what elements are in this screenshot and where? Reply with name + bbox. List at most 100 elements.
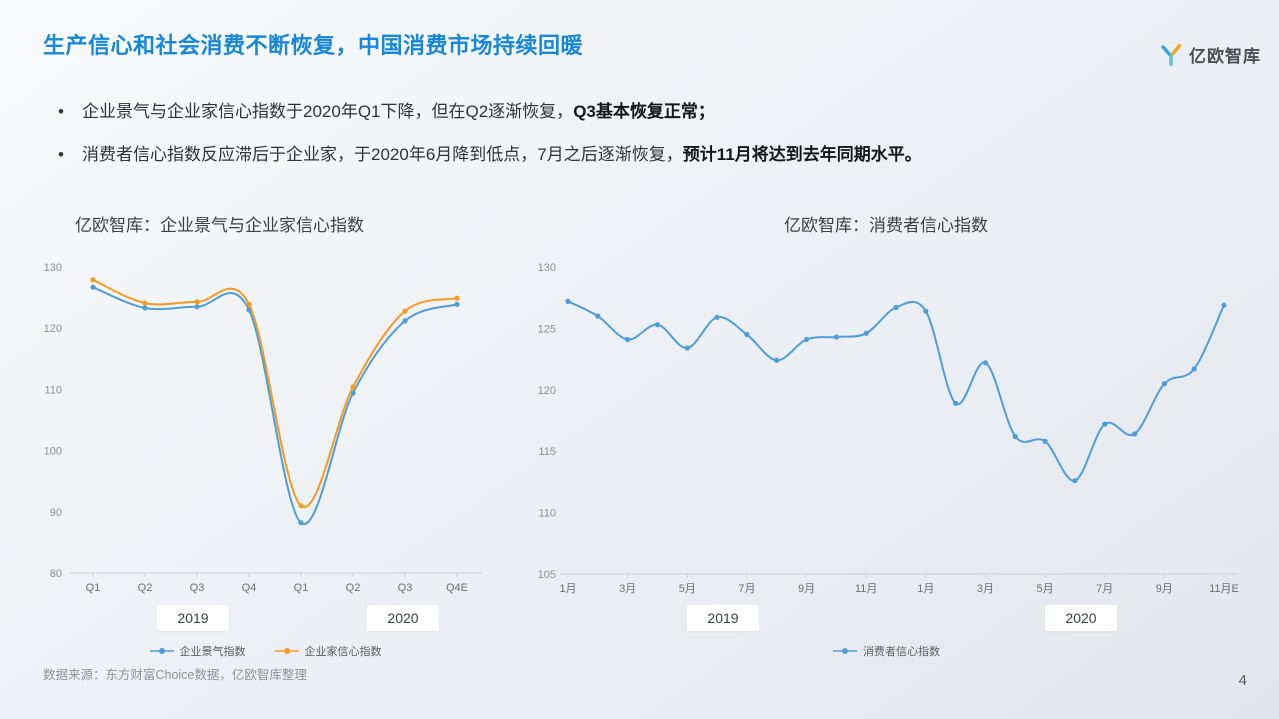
legend-label: 企业景气指数 — [179, 646, 246, 658]
x-tick-label: 9月 — [1156, 583, 1173, 595]
data-point-marker — [1221, 302, 1227, 308]
legend-consumer: 消费者信心指数 — [530, 643, 1242, 659]
x-tick-label: 5月 — [679, 583, 696, 595]
data-point-marker — [142, 305, 148, 311]
data-point-marker — [744, 331, 750, 338]
x-tick-label: 7月 — [1096, 583, 1113, 595]
brand-logo-icon — [1161, 43, 1182, 66]
bullet-item: • 企业景气与企业家信心指数于2020年Q1下降，但在Q2逐渐恢复，Q3基本恢复正… — [58, 100, 1238, 125]
data-point-marker — [1102, 421, 1108, 427]
x-tick-label: Q3 — [398, 582, 413, 594]
legend-marker-icon — [274, 648, 299, 654]
data-point-marker — [803, 336, 810, 343]
data-point-marker — [863, 330, 869, 336]
x-tick-label: Q3 — [190, 582, 205, 594]
data-point-marker — [246, 301, 252, 307]
brand-logo: 亿欧智库 — [1159, 42, 1261, 67]
y-tick-label: 130 — [538, 262, 556, 274]
data-point-marker — [90, 284, 96, 290]
bullet-item: • 消费者信心指数反应滞后于企业家，于2020年6月降到低点，7月之后逐渐恢复，预… — [58, 143, 1238, 168]
data-point-marker — [1012, 433, 1018, 440]
x-tick-label: 11月 — [855, 583, 877, 595]
y-tick-label: 105 — [538, 569, 556, 581]
data-point-marker — [454, 295, 460, 301]
x-tick-label: 1月 — [917, 583, 934, 595]
bullet-text: 企业景气与企业家信心指数于2020年Q1下降，但在Q2逐渐恢复，Q3基本恢复正常… — [82, 102, 715, 121]
x-tick-label: 11月E — [1209, 583, 1239, 595]
legend-marker-icon — [833, 648, 857, 654]
page-number: 4 — [1238, 672, 1247, 689]
legend-label: 企业家信心指数 — [304, 646, 382, 658]
data-point-marker — [1042, 438, 1048, 444]
x-tick-label: 3月 — [977, 583, 994, 595]
x-tick-label: Q1 — [294, 582, 309, 594]
data-point-marker — [684, 345, 690, 351]
data-source-note: 数据来源：东方财富Choice数据，亿欧智库整理 — [43, 668, 307, 682]
x-tick-label: 3月 — [619, 583, 636, 595]
legend-item: 消费者信心指数 — [832, 643, 940, 659]
data-point-marker — [350, 384, 356, 390]
data-point-marker — [714, 314, 720, 320]
x-tick-label: 7月 — [738, 583, 755, 595]
legend-marker-icon — [149, 648, 174, 654]
data-point-marker — [565, 298, 571, 304]
data-point-marker — [1131, 431, 1138, 437]
data-point-marker — [194, 304, 200, 310]
data-point-marker — [298, 503, 304, 509]
y-tick-label: 120 — [538, 385, 556, 397]
data-point-marker — [298, 520, 304, 526]
data-point-marker — [625, 336, 631, 343]
x-tick-label: Q4E — [446, 582, 468, 594]
chart-title-business: 亿欧智库：企业景气与企业家信心指数 — [75, 216, 364, 235]
x-tick-label: Q2 — [138, 582, 153, 594]
data-point-marker — [893, 304, 899, 311]
y-tick-label: 115 — [538, 446, 556, 458]
x-tick-label: Q4 — [242, 582, 257, 594]
series-line — [92, 286, 458, 525]
series-line — [567, 300, 1225, 482]
y-tick-label: 80 — [50, 568, 62, 580]
chart-title-consumer: 亿欧智库：消费者信心指数 — [784, 216, 988, 235]
consumer-confidence-panel: 亿欧智库：消费者信心指数 105 110 115 120 125 130 1月 3月 5月 7月 9… — [530, 205, 1242, 675]
data-point-marker — [1161, 381, 1167, 387]
data-point-marker — [595, 313, 601, 319]
consumer-confidence-chart: 105 110 115 120 125 130 1月 3月 5月 7月 9月 11月 1月 3月 5月 7月 9… — [538, 262, 1239, 595]
x-tick-label: 9月 — [798, 583, 815, 595]
y-tick-label: 110 — [44, 384, 62, 396]
data-point-marker — [654, 322, 661, 328]
bullet-dot: • — [58, 144, 64, 164]
y-tick-label: 110 — [538, 508, 556, 520]
year-badge-2020: 2020 — [367, 605, 439, 631]
legend-item: 企业景气指数 — [149, 643, 246, 659]
bullet-list: • 企业景气与企业家信心指数于2020年Q1下降，但在Q2逐渐恢复，Q3基本恢复正… — [58, 100, 1238, 185]
data-point-marker — [774, 357, 780, 363]
legend-item: 企业家信心指数 — [274, 643, 382, 659]
data-point-marker — [923, 308, 929, 314]
x-tick-label: Q2 — [346, 582, 361, 594]
business-confidence-chart: 80 90 100 110 120 130 Q1 Q2 Q3 Q4 Q1 Q2 Q3 Q4E — [44, 262, 482, 594]
bullet-dot: • — [58, 102, 64, 121]
x-tick-label: Q1 — [86, 582, 101, 594]
legend-business: 企业景气指数 企业家信心指数 — [40, 643, 490, 659]
x-tick-label: 1月 — [559, 583, 576, 595]
y-tick-label: 130 — [44, 262, 62, 274]
y-tick-label: 125 — [538, 323, 556, 335]
data-point-marker — [833, 334, 839, 340]
series-line — [92, 278, 458, 508]
data-point-marker — [142, 300, 148, 306]
y-tick-label: 100 — [44, 446, 62, 458]
page-title: 生产信心和社会消费不断恢复，中国消费市场持续回暖 — [43, 33, 584, 58]
data-point-marker — [982, 360, 989, 366]
data-point-marker — [953, 400, 959, 406]
year-badge-2019: 2019 — [157, 605, 229, 631]
year-badge-2019: 2019 — [687, 605, 759, 631]
bullet-text: 消费者信心指数反应滞后于企业家，于2020年6月降到低点，7月之后逐渐恢复，预计… — [82, 144, 922, 164]
data-point-marker — [1072, 478, 1078, 484]
business-confidence-panel: 亿欧智库：企业景气与企业家信心指数 80 90 100 110 120 130 Q1 Q2 Q3… — [40, 205, 490, 675]
brand-logo-text: 亿欧智库 — [1189, 47, 1261, 66]
y-tick-label: 90 — [50, 507, 62, 519]
y-tick-label: 120 — [44, 323, 62, 335]
data-point-marker — [90, 277, 96, 283]
year-badge-2020: 2020 — [1045, 605, 1117, 631]
legend-label: 消费者信心指数 — [863, 646, 940, 658]
